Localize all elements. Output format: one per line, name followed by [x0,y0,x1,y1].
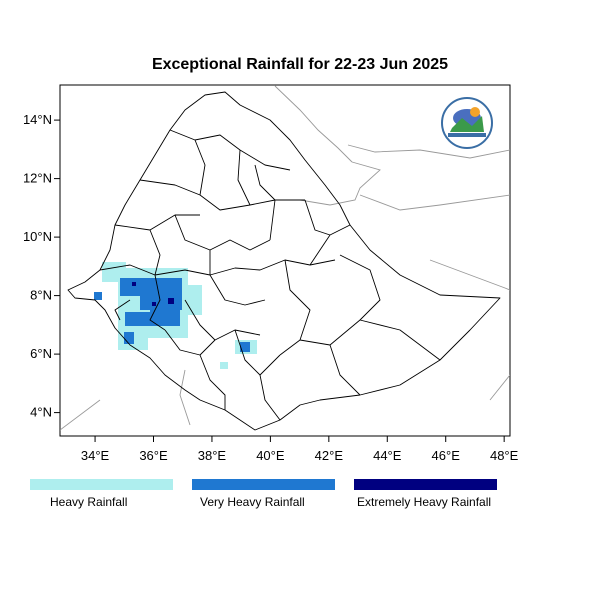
x-tick-label: 34°E [81,448,110,463]
emi-logo [441,97,493,149]
y-tick-label: 14°N [23,112,52,127]
ethiopia-boundaries [67,91,501,431]
legend-swatch-extremely-heavy [354,479,497,490]
x-axis-ticks: 34°E 36°E 38°E 40°E 42°E 44°E 46°E 48°E [81,436,519,463]
y-tick-label: 4°N [30,405,52,420]
x-tick-label: 46°E [432,448,461,463]
y-tick-label: 8°N [30,288,52,303]
map-title: Exceptional Rainfall for 22-23 Jun 2025 [151,56,449,73]
x-tick-label: 44°E [373,448,402,463]
x-tick-label: 42°E [315,448,344,463]
y-tick-label: 12°N [23,171,52,186]
x-tick-label: 36°E [139,448,168,463]
legend-label-extremely-heavy: Extremely Heavy Rainfall [357,495,492,509]
y-axis-ticks: 4°N 6°N 8°N 10°N 12°N 14°N [23,112,60,420]
y-tick-label: 10°N [23,229,52,244]
legend-swatch-heavy [30,479,173,490]
legend-label-heavy: Heavy Rainfall [50,495,128,509]
rainfall-extremely-heavy [132,282,174,306]
neighbour-borders [60,85,510,431]
x-tick-label: 40°E [256,448,285,463]
legend-swatch-very-heavy [192,479,335,490]
x-tick-label: 38°E [198,448,227,463]
x-tick-label: 48°E [490,448,519,463]
y-tick-label: 6°N [30,346,52,361]
legend-label-very-heavy: Very Heavy Rainfall [200,495,305,509]
